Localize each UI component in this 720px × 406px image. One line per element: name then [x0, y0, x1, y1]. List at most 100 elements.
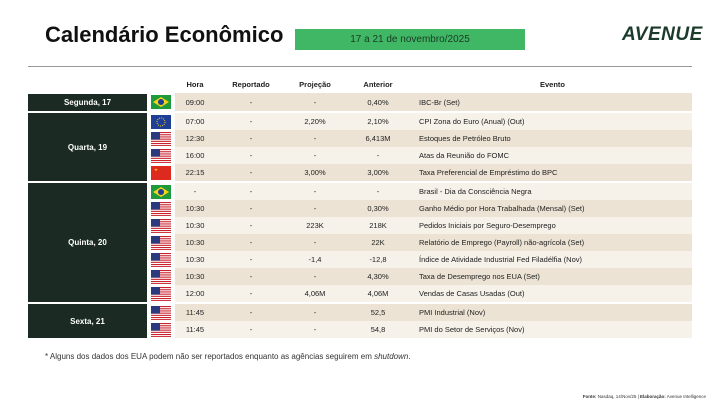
- flag-cell: [147, 181, 175, 200]
- day-label: Quarta, 19: [28, 111, 147, 182]
- time: 11:45: [175, 302, 215, 321]
- reported: -: [215, 111, 287, 130]
- col-header: Reportado: [232, 79, 270, 89]
- forecast: -: [287, 268, 343, 285]
- rule: [28, 66, 692, 67]
- source-label: Fonte:: [582, 394, 597, 399]
- flag-cell: [147, 200, 175, 217]
- event: Brasil - Dia da Consciência Negra: [413, 181, 692, 200]
- date-badge: 17 a 21 de novembro/2025: [295, 29, 525, 50]
- previous: 3,00%: [343, 164, 413, 182]
- event: Taxa de Desemprego nos EUA (Set): [413, 268, 692, 285]
- flag: [151, 287, 171, 301]
- time: 09:00: [175, 93, 215, 112]
- calendar-table: Hora Reportado Projeção Anterior Evento …: [28, 75, 692, 338]
- flag-cell: [147, 268, 175, 285]
- reported: -: [215, 234, 287, 251]
- reported: -: [215, 200, 287, 217]
- forecast: -: [287, 130, 343, 147]
- event: Ganho Médio por Hora Trabalhada (Mensal)…: [413, 200, 692, 217]
- flag-cell: [147, 302, 175, 321]
- time: 11:45: [175, 321, 215, 338]
- source-text: Nasdaq, 14/Nov/25 |: [597, 394, 639, 399]
- table-row: 10:30- -22K Relatório de Emprego (Payroll)…: [28, 234, 692, 251]
- previous: 0,30%: [343, 200, 413, 217]
- time: 10:30: [175, 217, 215, 234]
- table-row: 10:30-223K 218K Pedidos Iniciais por Segur…: [28, 217, 692, 234]
- reported: -: [215, 268, 287, 285]
- event: PMI do Setor de Serviços (Nov): [413, 321, 692, 338]
- previous: 218K: [343, 217, 413, 234]
- flag: [151, 132, 171, 146]
- time: -: [175, 181, 215, 200]
- flag-cell: [147, 234, 175, 251]
- time: 10:30: [175, 234, 215, 251]
- forecast: 223K: [287, 217, 343, 234]
- previous: 2,10%: [343, 111, 413, 130]
- flag-cell: [147, 130, 175, 147]
- event: PMI Industrial (Nov): [413, 302, 692, 321]
- flag: [151, 253, 171, 267]
- previous: -12,8: [343, 251, 413, 268]
- previous: 6,413M: [343, 130, 413, 147]
- day-label: Quinta, 20: [28, 181, 147, 303]
- table-row: 11:45- -54,8 PMI do Setor de Serviços (Nov…: [28, 321, 692, 338]
- event: Índice de Atividade Industrial Fed Filad…: [413, 251, 692, 268]
- table-row: 22:15-3,00% 3,00% Taxa Preferencial de Emp…: [28, 164, 692, 182]
- previous: -: [343, 181, 413, 200]
- table-row: 16:00- - - Atas da Reunião do FOMC: [28, 147, 692, 164]
- time: 22:15: [175, 164, 215, 182]
- event: Relatório de Emprego (Payroll) não-agríc…: [413, 234, 692, 251]
- table-row: Quarta, 19 07:00-2,20% 2,10% CPI Zona do Eu…: [28, 111, 692, 182]
- time: 12:00: [175, 285, 215, 303]
- flag: [151, 323, 171, 337]
- title: Calendário Econômico: [45, 22, 284, 47]
- reported: -: [215, 217, 287, 234]
- col-header: Evento: [539, 79, 565, 89]
- table-row: Quinta, 20- - - - Brasil - Dia da Consciênci…: [28, 181, 692, 303]
- forecast: -: [287, 302, 343, 321]
- flag: [151, 185, 171, 199]
- flag-cell: [147, 321, 175, 338]
- previous: 4,30%: [343, 268, 413, 285]
- forecast: 4,06M: [287, 285, 343, 303]
- flag-cell: [147, 111, 175, 130]
- forecast: -1,4: [287, 251, 343, 268]
- event: Taxa Preferencial de Empréstimo do BPC: [413, 164, 692, 182]
- col-header: Projeção: [299, 79, 331, 89]
- reported: -: [215, 285, 287, 303]
- previous: 4,06M: [343, 285, 413, 303]
- day-label: Segunda, 17: [28, 92, 147, 112]
- flag-cell: [147, 251, 175, 268]
- forecast: -: [287, 181, 343, 200]
- table-row: 10:30- -0,30% Ganho Médio por Hora Trabalh…: [28, 200, 692, 217]
- previous: 54,8: [343, 321, 413, 338]
- flag: [151, 219, 171, 233]
- footnote-text: * Alguns dos dados dos EUA podem não ser…: [45, 352, 372, 361]
- col-header: Anterior: [363, 79, 393, 89]
- event: Atas da Reunião do FOMC: [413, 147, 692, 164]
- previous: 52,5: [343, 302, 413, 321]
- footnote-text: .: [408, 352, 411, 361]
- col-header: Hora: [186, 79, 204, 89]
- forecast: -: [287, 321, 343, 338]
- table-body: Segunda, 17 09:00- -0,40% IBC-Br (Set) Quart…: [28, 92, 692, 338]
- forecast: -: [287, 147, 343, 164]
- forecast: 3,00%: [287, 164, 343, 182]
- footnote: * Alguns dos dados dos EUA podem não ser…: [45, 352, 411, 361]
- time: 12:30: [175, 130, 215, 147]
- table-row: 12:30- -6,413M Estoques de Petróleo Bruto: [28, 130, 692, 147]
- forecast: -: [287, 93, 343, 112]
- flag-cell: [147, 164, 175, 182]
- table-row: 12:00-4,06M 4,06M Vendas de Casas Usadas (…: [28, 285, 692, 303]
- source: Fonte: Nasdaq, 14/Nov/25 | Elaboração: A…: [583, 394, 706, 399]
- time: 10:30: [175, 268, 215, 285]
- reported: -: [215, 181, 287, 200]
- source-text: Avenue Intelligence: [666, 394, 706, 399]
- reported: -: [215, 93, 287, 112]
- forecast: 2,20%: [287, 111, 343, 130]
- event: IBC-Br (Set): [413, 93, 692, 112]
- time: 10:30: [175, 200, 215, 217]
- flag: [151, 166, 171, 180]
